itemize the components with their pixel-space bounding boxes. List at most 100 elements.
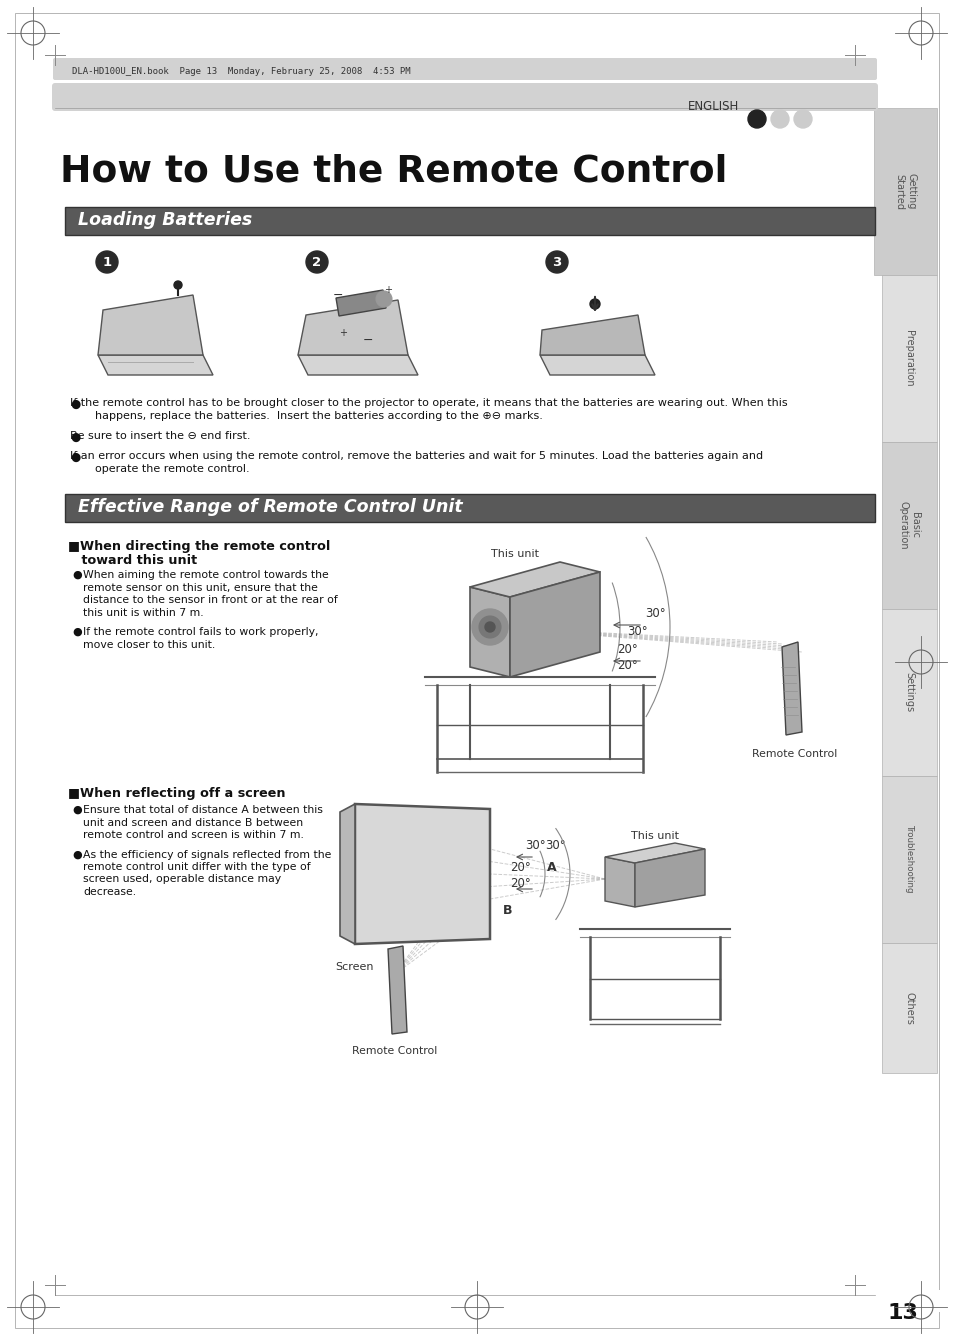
Text: Screen: Screen [335, 962, 374, 972]
Text: Be sure to insert the ⊖ end first.: Be sure to insert the ⊖ end first. [70, 431, 251, 441]
Text: Loading Batteries: Loading Batteries [78, 210, 252, 229]
Polygon shape [98, 355, 213, 375]
Text: screen used, operable distance may: screen used, operable distance may [83, 875, 281, 884]
Text: 1: 1 [102, 256, 112, 268]
Circle shape [306, 251, 328, 273]
Circle shape [545, 251, 567, 273]
Text: 30°: 30° [544, 839, 565, 852]
Text: Remote Control: Remote Control [752, 749, 837, 758]
Polygon shape [335, 289, 386, 316]
Text: ●: ● [71, 627, 82, 636]
Bar [65, 206, 874, 234]
Polygon shape [635, 850, 704, 907]
Text: 13: 13 [887, 1302, 918, 1323]
Text: ●: ● [71, 570, 82, 580]
Text: DLA-HD100U_EN.book  Page 13  Monday, February 25, 2008  4:53 PM: DLA-HD100U_EN.book Page 13 Monday, Febru… [71, 67, 410, 76]
Polygon shape [510, 572, 599, 677]
Polygon shape [388, 946, 407, 1034]
Text: Ensure that total of distance A between this: Ensure that total of distance A between … [83, 805, 322, 815]
Text: 30°: 30° [626, 624, 647, 638]
Bar [882, 608, 936, 776]
Polygon shape [355, 804, 490, 943]
Text: ■When reflecting off a screen: ■When reflecting off a screen [68, 787, 285, 800]
Circle shape [770, 110, 788, 129]
Text: When aiming the remote control towards the: When aiming the remote control towards t… [83, 570, 329, 580]
Text: ●: ● [71, 805, 82, 815]
Text: Basic
Operation: Basic Operation [898, 501, 920, 549]
Circle shape [589, 299, 599, 310]
Text: B: B [502, 905, 512, 917]
Text: 20°: 20° [617, 643, 638, 657]
Text: ●: ● [71, 850, 82, 859]
Text: Others: Others [903, 992, 914, 1025]
Text: this unit is within 7 m.: this unit is within 7 m. [83, 607, 203, 618]
Text: Getting
Started: Getting Started [894, 173, 915, 209]
Polygon shape [297, 355, 417, 375]
Text: Effective Range of Remote Control Unit: Effective Range of Remote Control Unit [78, 498, 462, 516]
Text: remote sensor on this unit, ensure that the: remote sensor on this unit, ensure that … [83, 583, 317, 592]
Polygon shape [539, 315, 644, 355]
Polygon shape [781, 642, 801, 736]
Circle shape [173, 281, 182, 289]
Bar [882, 776, 936, 943]
Text: decrease.: decrease. [83, 887, 136, 896]
Circle shape [484, 622, 495, 632]
Text: happens, replace the batteries.  Insert the batteries according to the ⊕⊖ marks.: happens, replace the batteries. Insert t… [95, 411, 542, 421]
Text: Troubleshooting: Troubleshooting [904, 825, 913, 894]
Bar [879, 1290, 941, 1312]
Text: This unit: This unit [630, 831, 679, 842]
Bar [882, 943, 936, 1073]
Text: How to Use the Remote Control: How to Use the Remote Control [60, 153, 726, 189]
Bar [882, 275, 936, 442]
Text: ●: ● [70, 431, 80, 444]
Text: This unit: This unit [491, 549, 538, 559]
Text: operate the remote control.: operate the remote control. [95, 464, 250, 474]
FancyBboxPatch shape [53, 58, 876, 80]
Text: ●: ● [70, 452, 80, 464]
Text: unit and screen and distance B between: unit and screen and distance B between [83, 817, 303, 828]
Text: 3: 3 [552, 256, 561, 268]
Text: remote control and screen is within 7 m.: remote control and screen is within 7 m. [83, 829, 304, 840]
Text: −: − [362, 334, 373, 347]
Text: If the remote control has to be brought closer to the projector to operate, it m: If the remote control has to be brought … [70, 398, 787, 407]
FancyBboxPatch shape [52, 83, 877, 111]
Text: Remote Control: Remote Control [352, 1047, 437, 1056]
Text: 30°: 30° [524, 839, 545, 852]
Polygon shape [470, 561, 599, 598]
Text: 30°: 30° [644, 607, 665, 620]
Bar [65, 494, 874, 523]
Text: toward this unit: toward this unit [68, 553, 197, 567]
Text: remote control unit differ with the type of: remote control unit differ with the type… [83, 862, 311, 872]
Polygon shape [98, 295, 203, 355]
Text: A: A [546, 862, 556, 874]
Text: ■When directing the remote control: ■When directing the remote control [68, 540, 330, 553]
Circle shape [472, 608, 507, 645]
Text: If the remote control fails to work properly,: If the remote control fails to work prop… [83, 627, 318, 636]
Text: 20°: 20° [510, 876, 530, 890]
Text: move closer to this unit.: move closer to this unit. [83, 639, 215, 650]
Text: Preparation: Preparation [903, 330, 914, 387]
Text: ●: ● [70, 398, 80, 411]
Polygon shape [604, 858, 635, 907]
Text: 20°: 20° [510, 862, 530, 874]
Text: 20°: 20° [617, 659, 638, 671]
Circle shape [747, 110, 765, 129]
Text: If an error occurs when using the remote control, remove the batteries and wait : If an error occurs when using the remote… [70, 452, 762, 461]
Text: +: + [384, 285, 392, 295]
Text: As the efficiency of signals reflected from the: As the efficiency of signals reflected f… [83, 850, 331, 859]
Polygon shape [604, 843, 704, 863]
Circle shape [793, 110, 811, 129]
Text: −: − [333, 288, 343, 302]
Polygon shape [470, 587, 510, 677]
Circle shape [478, 616, 500, 638]
Circle shape [96, 251, 118, 273]
Text: distance to the sensor in front or at the rear of: distance to the sensor in front or at th… [83, 595, 337, 604]
Polygon shape [297, 300, 408, 355]
Bar [873, 109, 936, 275]
Polygon shape [539, 355, 655, 375]
Text: 2: 2 [313, 256, 321, 268]
Text: ENGLISH: ENGLISH [687, 100, 739, 113]
Text: Settings: Settings [903, 673, 914, 713]
Circle shape [375, 291, 392, 307]
Text: +: + [338, 328, 347, 338]
